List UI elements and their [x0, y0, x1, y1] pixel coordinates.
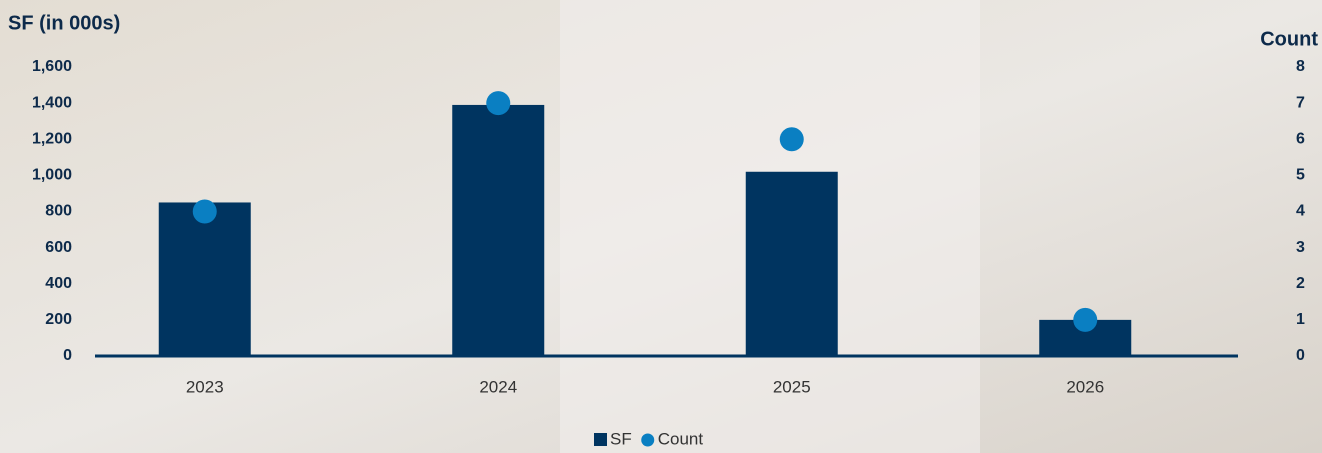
x-tick-label: 2024	[479, 377, 517, 396]
x-tick-label: 2023	[186, 377, 224, 396]
y2-tick-label: 5	[1296, 167, 1305, 184]
y-tick-label: 1,200	[32, 130, 72, 147]
y2-tick-label: 6	[1296, 130, 1305, 147]
point	[192, 199, 217, 224]
bar	[745, 171, 838, 356]
bar	[158, 202, 251, 356]
y-tick-label: 200	[45, 311, 72, 328]
y2-tick-label: 3	[1296, 239, 1305, 256]
point	[779, 127, 804, 152]
point	[1073, 307, 1098, 332]
y2-tick-label: 8	[1296, 58, 1305, 75]
y2-tick-label: 1	[1296, 311, 1305, 328]
y2-tick-label: 4	[1296, 203, 1305, 220]
y-tick-label: 800	[45, 203, 72, 220]
y-tick-label: 0	[63, 347, 72, 364]
legend-swatch	[594, 433, 607, 446]
y2-tick-label: 7	[1296, 94, 1305, 111]
y2-axis-title: Count	[1260, 28, 1318, 50]
y-tick-label: 400	[45, 275, 72, 292]
legend-label: SF	[610, 429, 632, 448]
point	[486, 91, 511, 116]
x-tick-label: 2025	[773, 377, 811, 396]
x-tick-label: 2026	[1066, 377, 1104, 396]
y-tick-label: 1,000	[32, 167, 72, 184]
y2-tick-label: 0	[1296, 347, 1305, 364]
y2-tick-label: 2	[1296, 275, 1305, 292]
y-tick-label: 1,600	[32, 58, 72, 75]
y-tick-label: 600	[45, 239, 72, 256]
legend-label: Count	[658, 429, 704, 448]
y-tick-label: 1,400	[32, 94, 72, 111]
bar	[452, 104, 545, 357]
legend-swatch	[641, 433, 655, 447]
y-axis-title: SF (in 000s)	[8, 12, 120, 34]
